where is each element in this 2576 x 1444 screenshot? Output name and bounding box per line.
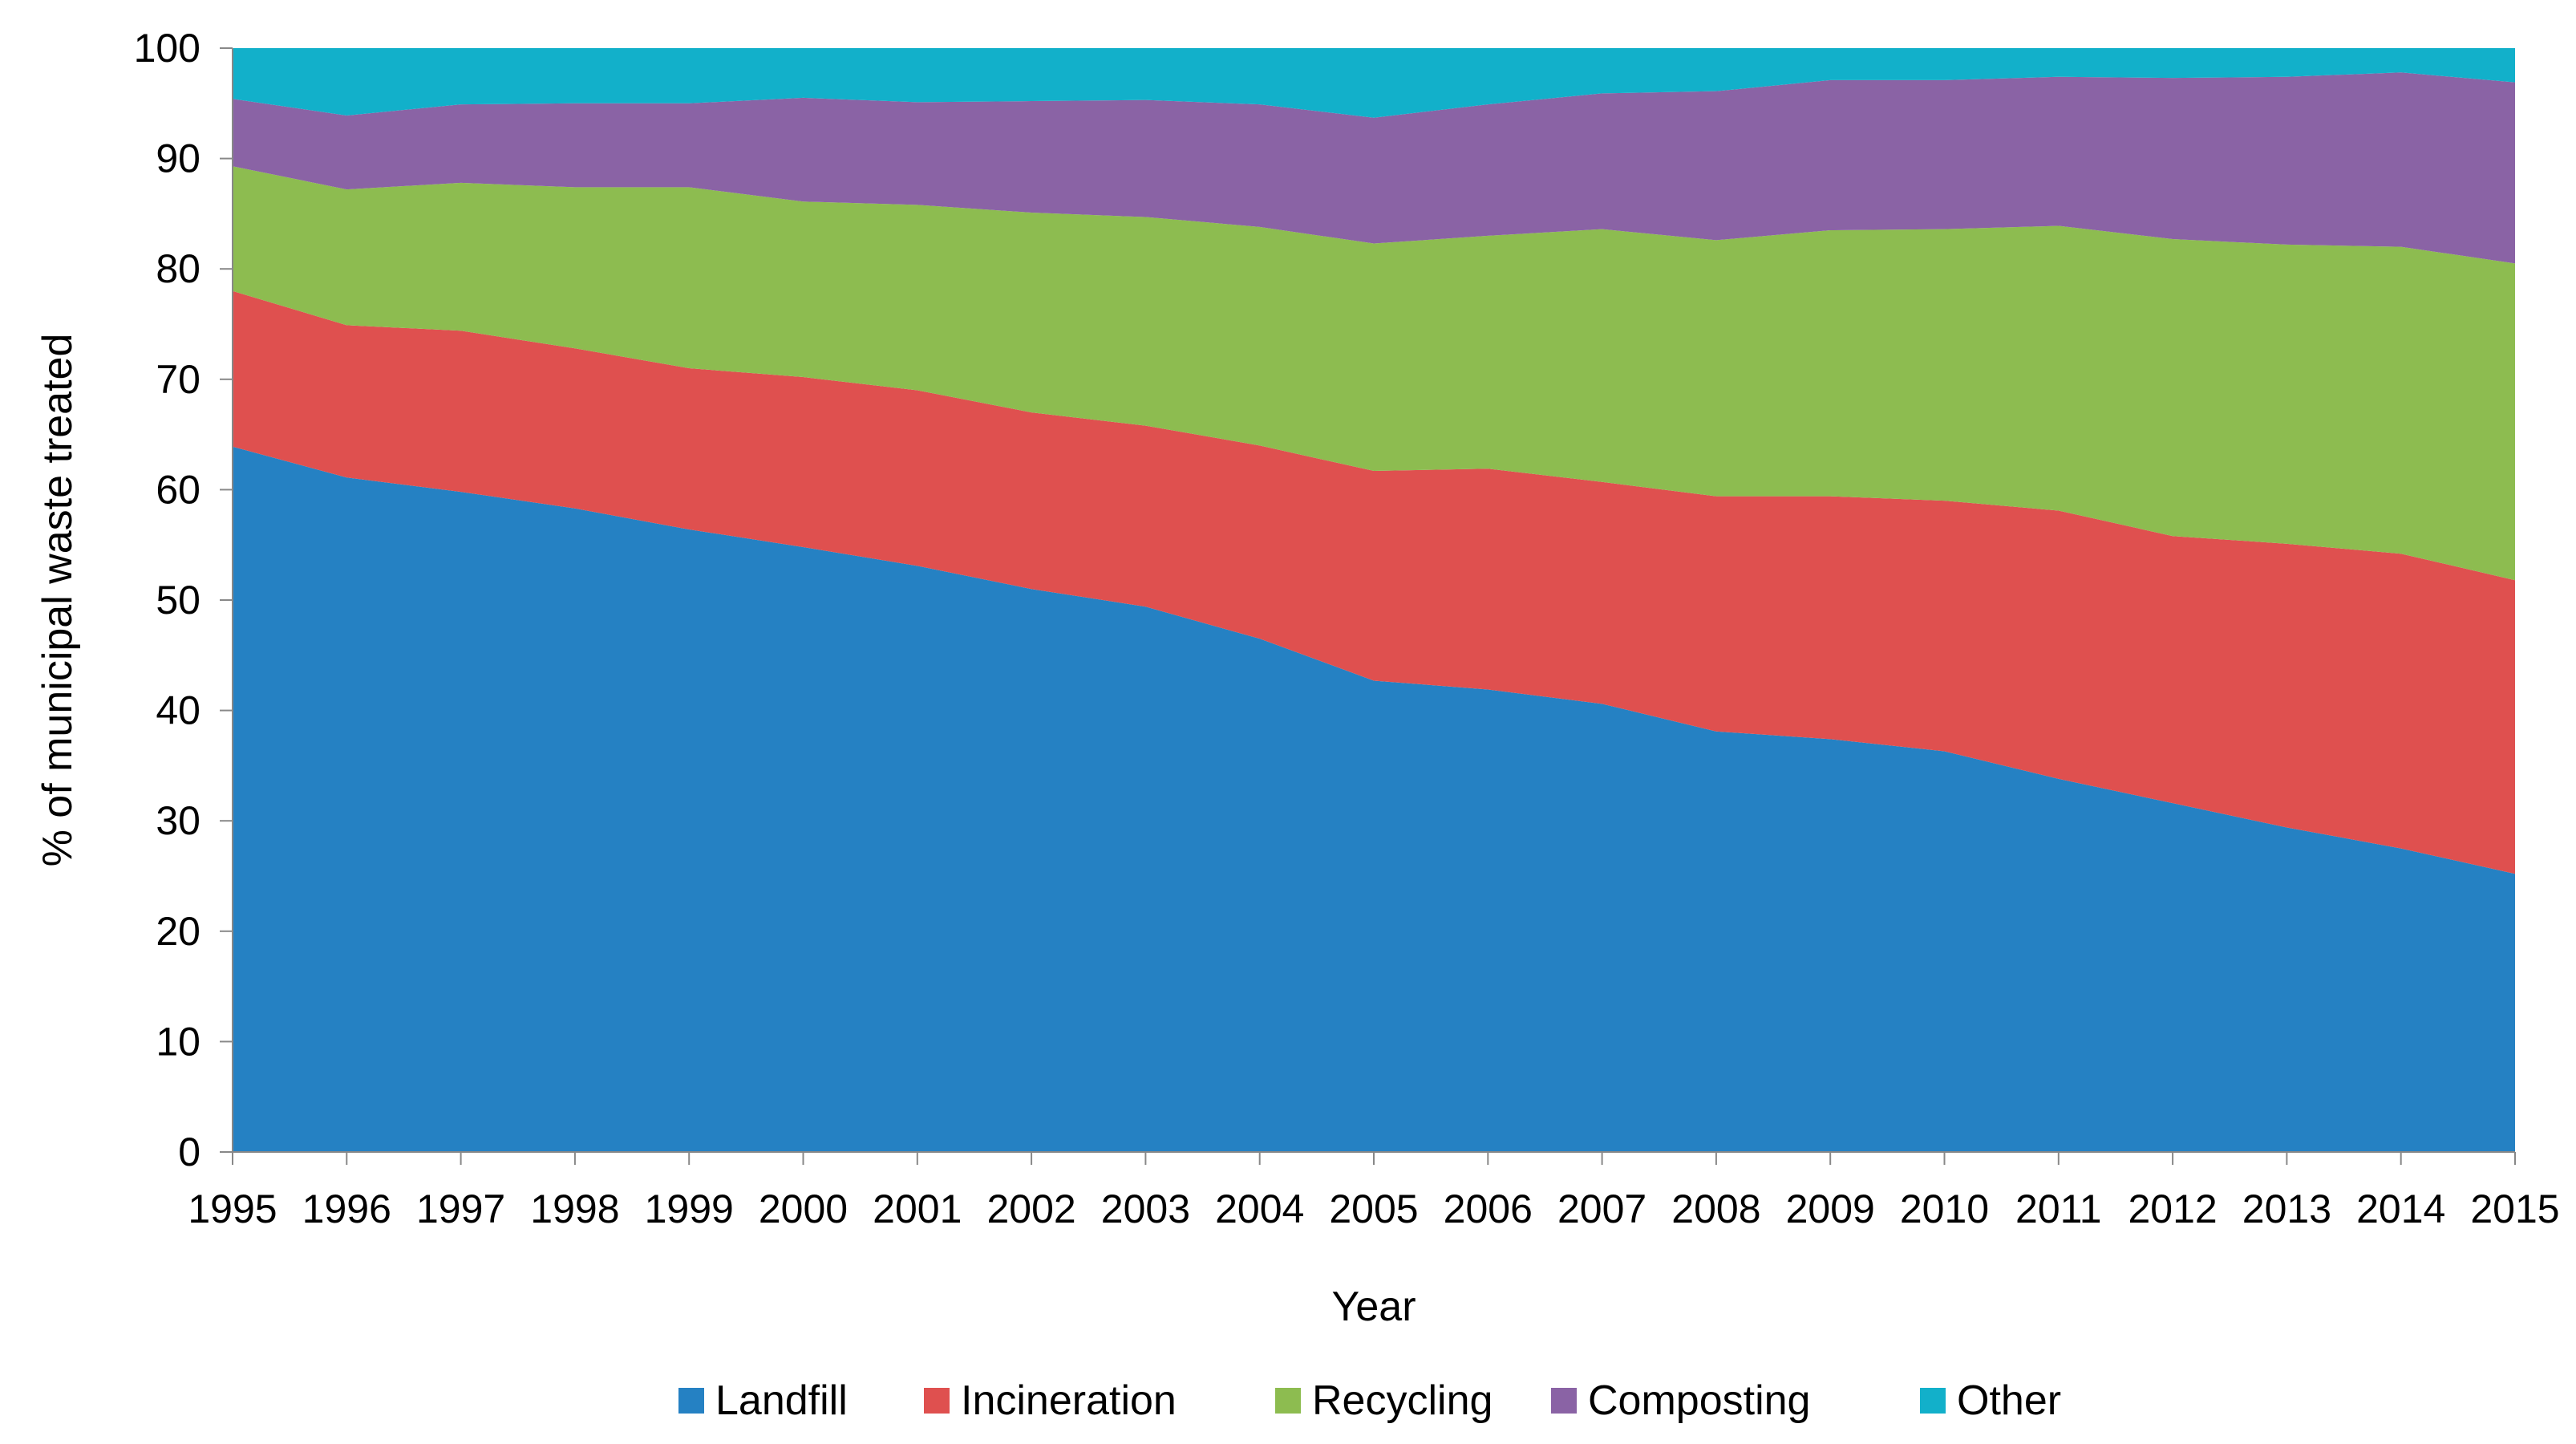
legend-swatch — [1920, 1388, 1946, 1414]
x-tick-label: 2003 — [1101, 1186, 1190, 1231]
legend-item-other: Other — [1920, 1377, 2061, 1424]
legend-item-recycling: Recycling — [1275, 1377, 1493, 1424]
x-tick-label: 2011 — [2015, 1186, 2102, 1231]
area-recycling — [233, 166, 2515, 581]
area-incineration — [233, 290, 2515, 874]
x-tick-label: 2014 — [2356, 1186, 2445, 1231]
x-tick-label: 2005 — [1329, 1186, 1418, 1231]
legend-label: Recycling — [1312, 1377, 1493, 1424]
legend-label: Incineration — [961, 1377, 1177, 1424]
area-landfill — [233, 446, 2515, 1152]
x-tick-label: 2008 — [1671, 1186, 1760, 1231]
x-tick-label: 1997 — [416, 1186, 505, 1231]
y-tick-label: 70 — [156, 357, 200, 402]
x-tick-label: 2012 — [2128, 1186, 2217, 1231]
x-tick-label: 2010 — [1900, 1186, 1989, 1231]
y-tick-label: 20 — [156, 909, 200, 954]
x-tick-label: 2007 — [1557, 1186, 1646, 1231]
legend-swatch — [924, 1388, 950, 1414]
x-tick-labels: 1995 1996 1997 1998 1999 2000 2001 2002 2003 2004… — [188, 1152, 2560, 1231]
legend-item-incineration: Incineration — [924, 1377, 1177, 1424]
legend-swatch — [1275, 1388, 1301, 1414]
x-tick-label: 2002 — [986, 1186, 1075, 1231]
y-tick-label: 50 — [156, 578, 200, 623]
x-tick-label: 2000 — [759, 1186, 848, 1231]
x-tick-label: 2004 — [1215, 1186, 1304, 1231]
area-other — [233, 48, 2515, 118]
x-tick-label: 1995 — [188, 1186, 277, 1231]
y-tick-label: 80 — [156, 246, 200, 291]
legend-swatch — [1551, 1388, 1577, 1414]
legend-swatch — [678, 1388, 704, 1414]
x-tick-label: 1996 — [302, 1186, 391, 1231]
legend-label: Other — [1957, 1377, 2061, 1424]
x-tick-label: 2006 — [1444, 1186, 1533, 1231]
y-tick-label: 90 — [156, 136, 200, 181]
y-tick-label: 30 — [156, 798, 200, 843]
legend: Landfill Incineration Recycling Composting O… — [678, 1377, 2061, 1424]
x-tick-label: 2015 — [2470, 1186, 2559, 1231]
x-tick-label: 2001 — [873, 1186, 962, 1231]
y-tick-label: 0 — [178, 1130, 200, 1174]
x-tick-label: 1998 — [530, 1186, 619, 1231]
legend-item-landfill: Landfill — [678, 1377, 848, 1424]
legend-item-composting: Composting — [1551, 1377, 1810, 1424]
y-tick-label: 40 — [156, 688, 200, 733]
y-tick-labels: 0 10 20 30 40 50 60 70 80 90 100 — [134, 26, 233, 1174]
x-tick-label: 1999 — [645, 1186, 734, 1231]
y-axis-title: % of municipal waste treated — [34, 334, 81, 867]
x-tick-label: 2009 — [1786, 1186, 1875, 1231]
legend-label: Landfill — [715, 1377, 848, 1424]
y-tick-label: 10 — [156, 1019, 200, 1064]
area-composting — [233, 72, 2515, 264]
areas-layer — [233, 48, 2515, 1152]
y-tick-label: 60 — [156, 467, 200, 512]
x-tick-label: 2013 — [2242, 1186, 2331, 1231]
legend-label: Composting — [1588, 1377, 1810, 1424]
y-tick-label: 100 — [134, 26, 200, 71]
x-axis-title: Year — [1331, 1284, 1416, 1330]
